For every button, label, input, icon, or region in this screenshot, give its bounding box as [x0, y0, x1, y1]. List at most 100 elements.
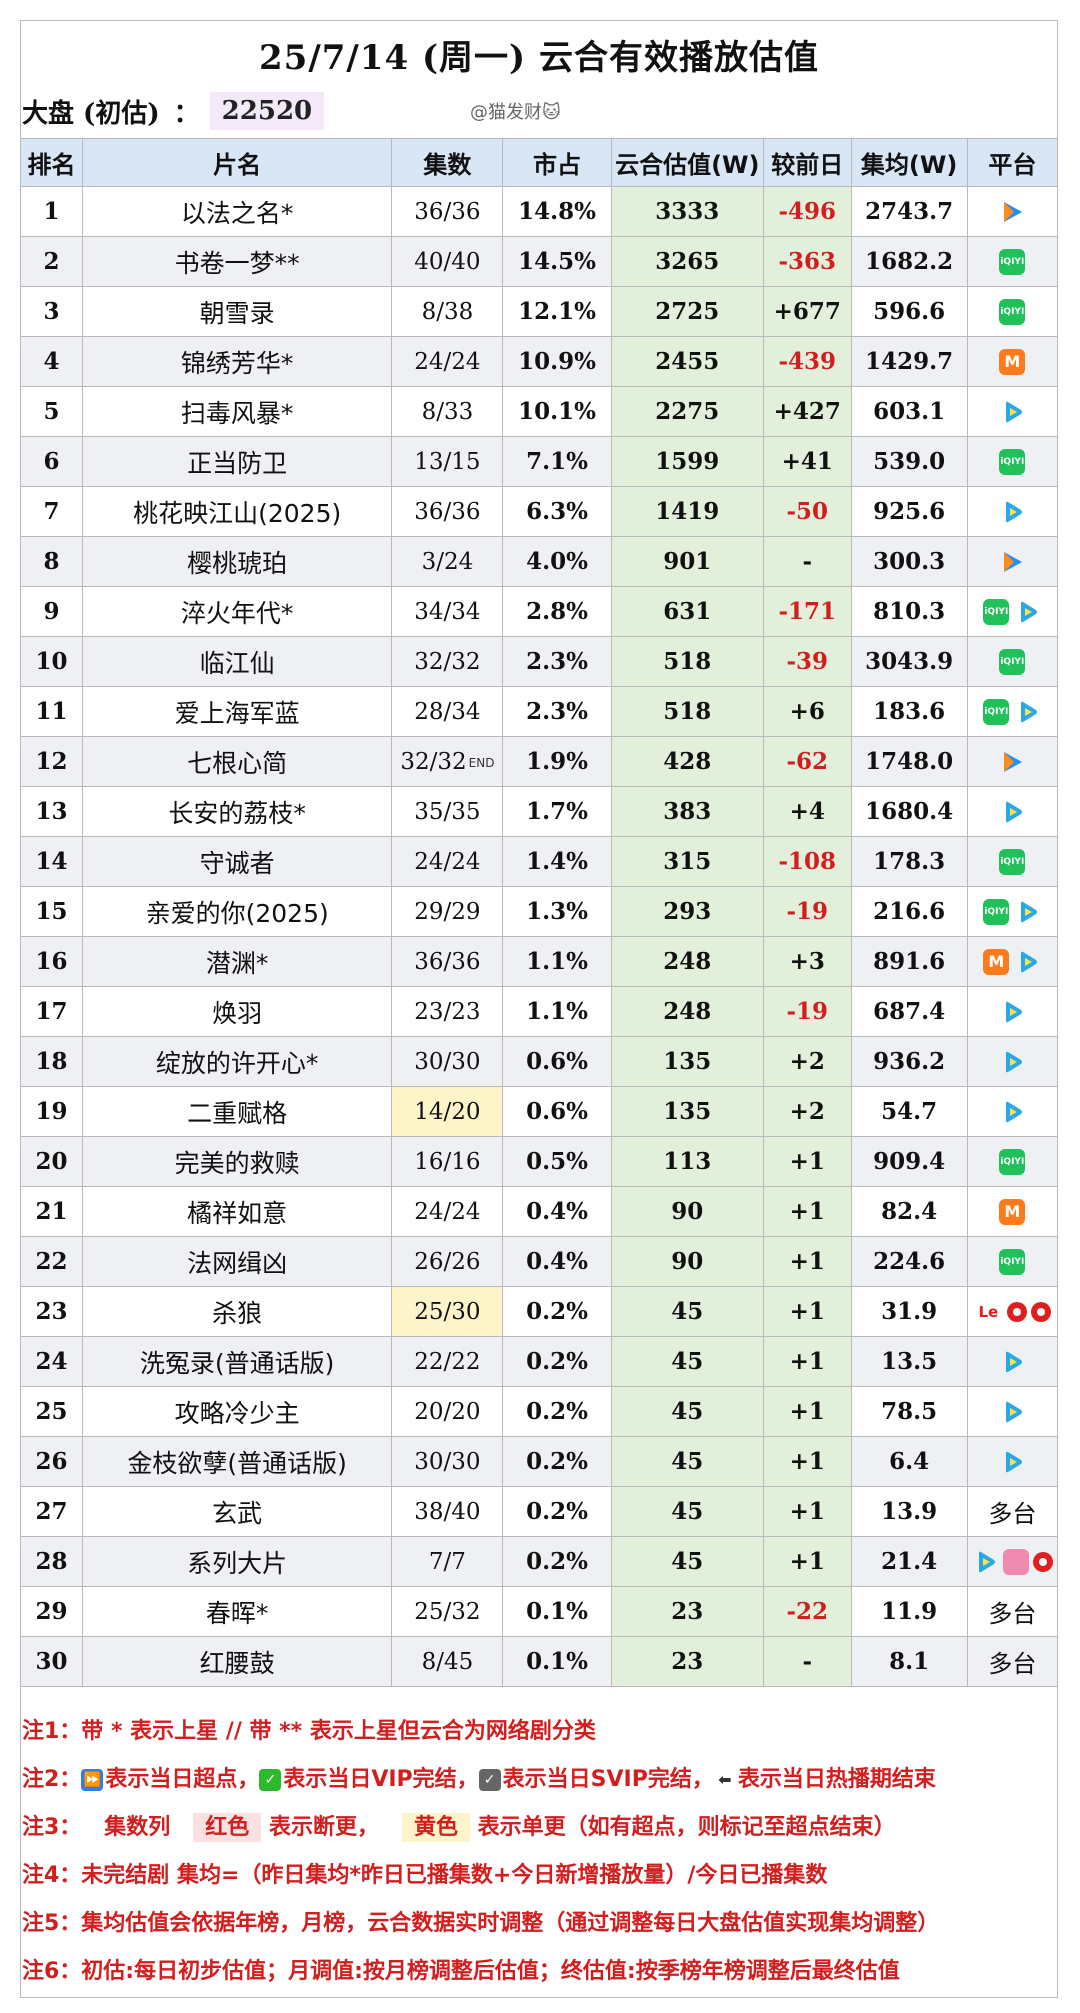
change-cell: +1	[762, 1386, 852, 1437]
table-row: 19 二重赋格 14/20 0.6% 135 +2 54.7	[20, 1086, 1059, 1137]
market-share-cell: 0.1%	[502, 1636, 612, 1687]
platform-cell	[966, 1336, 1059, 1387]
estimate-cell: 90	[610, 1186, 764, 1237]
estimate-cell: 113	[610, 1136, 764, 1187]
episodes-value: 8/33	[421, 398, 474, 425]
average-cell: 13.9	[850, 1486, 968, 1537]
estimate-cell: 293	[610, 886, 764, 937]
rank-cell: 2	[20, 236, 83, 287]
change-cell: -62	[762, 736, 852, 787]
market-share-cell: 7.1%	[502, 436, 612, 487]
table-row: 7 桃花映江山(2025) 36/36 6.3% 1419 -50 925.6	[20, 486, 1059, 537]
change-cell: +2	[762, 1036, 852, 1087]
youku-icon	[998, 1448, 1026, 1476]
table-header-row: 排名 片名 集数 市占 云合估值(W) 较前日 集均(W) 平台	[20, 138, 1059, 187]
column-header: 市占	[502, 138, 612, 187]
episodes-cell: 36/36	[391, 486, 504, 537]
average-cell: 6.4	[850, 1436, 968, 1487]
episodes-value: 7/7	[428, 1548, 466, 1575]
average-cell: 54.7	[850, 1086, 968, 1137]
table-row: 15 亲爱的你(2025) 29/29 1.3% 293 -19 216.6 iQIYI	[20, 886, 1059, 937]
title-cell: 攻略冷少主	[81, 1386, 393, 1437]
table-row: 10 临江仙 32/32 2.3% 518 -39 3043.9 iQIYI	[20, 636, 1059, 687]
episodes-value: 36/36	[414, 498, 481, 525]
platform-cell	[966, 736, 1059, 787]
title-cell: 爱上海军蓝	[81, 686, 393, 737]
change-cell: +6	[762, 686, 852, 737]
title-cell: 完美的救赎	[81, 1136, 393, 1187]
title-cell: 正当防卫	[81, 436, 393, 487]
table-row: 5 扫毒风暴* 8/33 10.1% 2275 +427 603.1	[20, 386, 1059, 437]
market-share-cell: 0.2%	[502, 1336, 612, 1387]
episodes-value: 24/24	[414, 348, 481, 375]
title-cell: 法网缉凶	[81, 1236, 393, 1287]
market-share-cell: 1.1%	[502, 936, 612, 987]
episodes-cell: 8/33	[391, 386, 504, 437]
fast-forward-icon: ⏩	[81, 1769, 104, 1791]
estimate-cell: 90	[610, 1236, 764, 1287]
market-share-cell: 0.1%	[502, 1586, 612, 1637]
red-circle-icon	[1007, 1301, 1028, 1322]
column-header: 平台	[966, 138, 1059, 187]
average-cell: 909.4	[850, 1136, 968, 1187]
platform-cell: iQIYI	[966, 1236, 1059, 1287]
title-cell: 红腰鼓	[81, 1636, 393, 1687]
platform-cell: Le	[966, 1286, 1059, 1337]
market-share-cell: 0.2%	[502, 1286, 612, 1337]
watermark: @猫发财🐱	[470, 102, 561, 123]
title-cell: 绽放的许开心*	[81, 1036, 393, 1087]
iqiyi-icon: iQIYI	[999, 848, 1026, 875]
episodes-cell: 40/40	[391, 236, 504, 287]
title-cell: 金枝欲孽(普通话版)	[81, 1436, 393, 1487]
rank-cell: 22	[20, 1236, 83, 1287]
estimate-cell: 383	[610, 786, 764, 837]
episodes-value: 40/40	[414, 248, 481, 275]
episodes-cell: 13/15	[391, 436, 504, 487]
page-title: 25/7/14 (周一) 云合有效播放估值	[259, 38, 819, 78]
market-share-cell: 0.2%	[502, 1486, 612, 1537]
table-row: 21 橘祥如意 24/24 0.4% 90 +1 82.4 M	[20, 1186, 1059, 1237]
platform-icons	[968, 498, 1057, 526]
market-share-cell: 2.8%	[502, 586, 612, 637]
platform-icons: iQIYI	[968, 848, 1057, 875]
episodes-cell: 38/40	[391, 1486, 504, 1537]
estimate-cell: 1599	[610, 436, 764, 487]
note-2: 注2： ⏩ 表示当日超点， ✓ 表示当日VIP完结， ✓ 表示当日SVIP完结， ⬅ 表示当日热…	[22, 1756, 1052, 1804]
title-cell: 锦绣芳华*	[81, 336, 393, 387]
tencent-video-icon	[998, 548, 1026, 576]
end-arrow-icon: END	[468, 755, 495, 770]
mango-tv-icon: M	[999, 348, 1026, 375]
average-cell: 687.4	[850, 986, 968, 1037]
average-cell: 936.2	[850, 1036, 968, 1087]
table-row: 25 攻略冷少主 20/20 0.2% 45 +1 78.5	[20, 1386, 1059, 1437]
iqiyi-icon: iQIYI	[999, 448, 1026, 475]
estimate-cell: 135	[610, 1086, 764, 1137]
change-cell: +1	[762, 1536, 852, 1587]
title-cell: 亲爱的你(2025)	[81, 886, 393, 937]
rank-cell: 19	[20, 1086, 83, 1137]
platform-cell: iQIYI	[966, 886, 1059, 937]
rank-cell: 21	[20, 1186, 83, 1237]
platform-icons: iQIYI	[968, 898, 1057, 926]
column-header: 云合估值(W)	[610, 138, 764, 187]
column-header: 较前日	[762, 138, 852, 187]
average-cell: 1429.7	[850, 336, 968, 387]
estimate-cell: 45	[610, 1336, 764, 1387]
note-3-red: 红色	[193, 1813, 262, 1842]
market-share-cell: 0.2%	[502, 1436, 612, 1487]
market-share-cell: 10.9%	[502, 336, 612, 387]
table-row: 16 潜渊* 36/36 1.1% 248 +3 891.6 M	[20, 936, 1059, 987]
mango-tv-icon: M	[999, 1198, 1026, 1225]
change-cell: +1	[762, 1136, 852, 1187]
platform-icons	[968, 1548, 1057, 1576]
youku-icon	[998, 1398, 1026, 1426]
title-cell: 扫毒风暴*	[81, 386, 393, 437]
platform-icons: iQIYI	[968, 448, 1057, 475]
rank-cell: 14	[20, 836, 83, 887]
estimate-cell: 23	[610, 1636, 764, 1687]
estimate-cell: 45	[610, 1436, 764, 1487]
average-cell: 82.4	[850, 1186, 968, 1237]
market-separator: ：	[173, 98, 200, 129]
note-2-c: 表示当日SVIP完结，	[502, 1767, 714, 1792]
table-row: 9 淬火年代* 34/34 2.8% 631 -171 810.3 iQIYI	[20, 586, 1059, 637]
